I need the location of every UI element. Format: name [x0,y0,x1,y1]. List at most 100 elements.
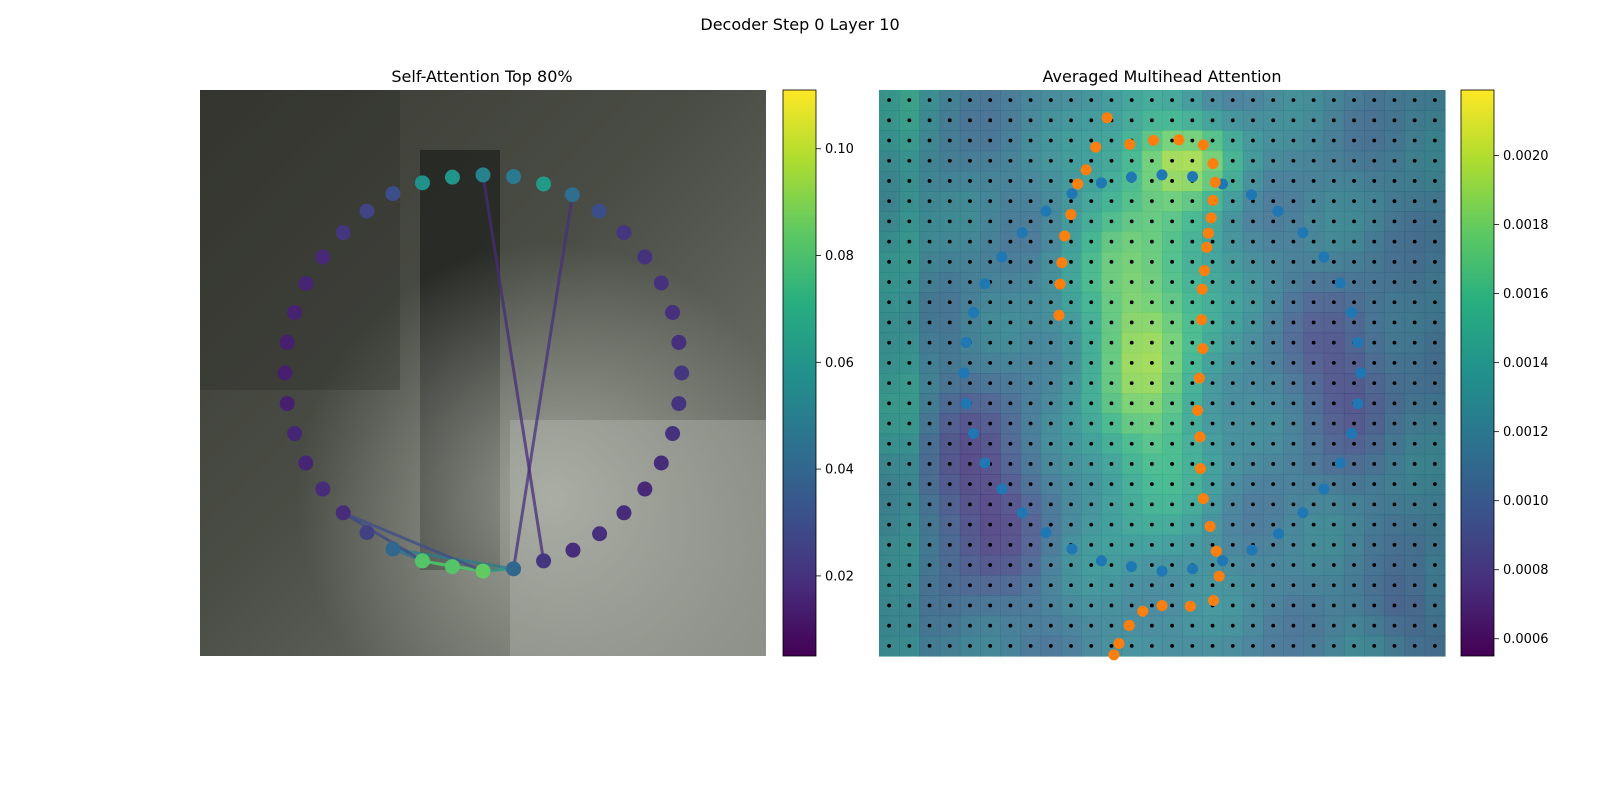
grid-point [1311,482,1316,487]
grid-point [947,623,952,628]
grid-point [1291,462,1296,466]
grid-point [1048,522,1053,527]
attention-point [637,249,653,265]
grid-point [927,340,932,345]
grid-point [1069,138,1073,143]
contour-point [1156,169,1168,181]
attention-point [564,187,580,203]
grid-point [1331,300,1336,305]
grid-point [1311,320,1316,325]
grid-point [1048,300,1053,305]
colorbar-ticks: 0.0006 0.0008 0.0010 0.0012 0.0014 0.0016 0.00… [1494,149,1549,647]
grid-point [1352,502,1356,507]
grid-point [1331,522,1336,527]
grid-point [1372,300,1377,305]
grid-point [1230,502,1235,507]
grid-point [1190,118,1195,123]
grid-point [887,138,892,143]
grid-point [1392,563,1397,567]
grid-point [1432,623,1437,628]
grid-point [1109,603,1114,608]
grid-point [1331,340,1336,345]
grid-point [1331,280,1336,284]
grid-point [1432,360,1437,365]
contour-point [1318,251,1330,263]
grid-point [1190,300,1195,305]
grid-point [1048,158,1053,163]
grid-point [927,320,932,325]
grid-point [1210,118,1215,123]
grid-point [1331,441,1336,446]
grid-point [907,623,912,628]
grid-point [1089,563,1094,567]
grid-point [1230,199,1235,204]
grid-point [1412,381,1417,386]
grid-point [988,239,993,244]
grid-point [1069,563,1073,567]
grid-point [1069,482,1073,487]
contour-point [1202,227,1214,239]
grid-point [1392,441,1397,446]
contour-point [1352,336,1364,348]
grid-point [1412,623,1417,628]
contour-point [1318,483,1330,495]
grid-point [947,421,952,426]
grid-point [887,179,892,183]
grid-point [1089,280,1094,284]
grid-point [1069,441,1073,446]
grid-point [1190,482,1195,487]
grid-point [1089,98,1094,103]
attention-point [279,334,295,350]
grid-point [1230,98,1235,103]
attention-point [665,426,681,442]
grid-point [1048,441,1053,446]
grid-point [1291,158,1296,163]
contour-point [1056,257,1068,269]
grid-point [1190,542,1195,547]
grid-point [1392,138,1397,143]
contour-point [1080,164,1092,176]
grid-point [1048,421,1053,426]
grid-point [1190,199,1195,204]
grid-point [1170,522,1175,527]
grid-point [1352,98,1356,103]
grid-point [1372,421,1377,426]
grid-point [1230,179,1235,183]
grid-point [1331,623,1336,628]
grid-point [1210,441,1215,446]
grid-point [1271,542,1276,547]
grid-point [1331,482,1336,487]
grid-point [927,522,932,527]
contour-point [1196,314,1208,326]
grid-point [1230,623,1235,628]
grid-point [1109,300,1114,305]
grid-point [1129,280,1134,284]
attention-point [359,203,375,219]
grid-point [1109,542,1114,547]
grid-point [1372,643,1377,648]
grid-point [1170,563,1175,567]
grid-point [1028,219,1033,224]
grid-point [1008,219,1013,224]
grid-point [1291,401,1296,406]
grid-point [1149,98,1154,103]
grid-point [1089,118,1094,123]
grid-point [1251,502,1255,507]
grid-point [1331,199,1336,204]
grid-point [1432,280,1437,284]
grid-point [1048,623,1053,628]
grid-point [1311,441,1316,446]
grid-point [1170,320,1175,325]
colorbar-tick-label: 0.08 [825,249,854,264]
grid-point [1392,340,1397,345]
grid-point [1089,482,1094,487]
grid-point [1251,421,1255,426]
grid-point [968,542,972,547]
grid-point [1109,320,1114,325]
grid-point [1109,583,1114,588]
grid-point [1089,340,1094,345]
grid-point [968,583,972,588]
heatmap-shade [879,90,1445,656]
grid-point [968,300,972,305]
grid-point [1190,522,1195,527]
